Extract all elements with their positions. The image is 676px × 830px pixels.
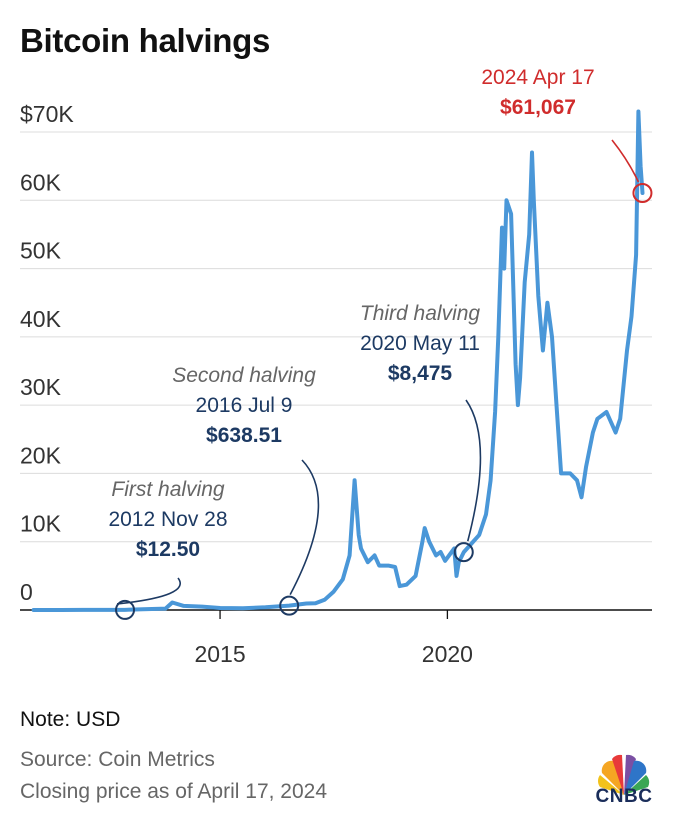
annotation-label: Third halving xyxy=(360,302,481,325)
annotation-price: $638.51 xyxy=(206,424,282,447)
annotation-price: $8,475 xyxy=(388,362,453,385)
annotation-3: 2024 Apr 17 $61,067 xyxy=(481,66,653,203)
annotation-2: Third halving 2020 May 11 $8,475 xyxy=(360,302,482,563)
x-tick-label: 2020 xyxy=(422,641,473,667)
closing-price-note: Closing price as of April 17, 2024 xyxy=(20,780,328,803)
annotation-leader-line xyxy=(289,459,320,596)
bitcoin-price-chart: 0 10K 20K 30K 40K 50K 60K $70K 2015 2020 First h… xyxy=(20,66,653,667)
annotation-date: 2012 Nov 28 xyxy=(108,508,227,531)
y-axis-ticks: 0 10K 20K 30K 40K 50K 60K $70K xyxy=(20,101,74,605)
y-tick-label: 40K xyxy=(20,306,62,332)
y-tick-label: 0 xyxy=(20,579,33,605)
annotation-leader-line xyxy=(611,139,640,183)
y-tick-label: $70K xyxy=(20,101,74,127)
annotation-leader-line xyxy=(465,399,482,542)
y-tick-label: 50K xyxy=(20,238,62,264)
y-tick-label: 10K xyxy=(20,511,62,537)
gridlines xyxy=(20,131,652,611)
x-axis-ticks: 2015 2020 xyxy=(194,610,473,667)
annotation-label: First halving xyxy=(111,478,225,501)
cnbc-logo-text: CNBC xyxy=(595,786,653,807)
source-text: Source: Coin Metrics xyxy=(20,748,215,771)
price-series xyxy=(31,109,645,612)
chart-title: Bitcoin halvings xyxy=(20,22,271,59)
annotation-price: $61,067 xyxy=(500,96,576,119)
annotation-label: Second halving xyxy=(172,364,316,387)
y-tick-label: 30K xyxy=(20,374,62,400)
y-tick-label: 20K xyxy=(20,442,62,468)
annotation-date: 2024 Apr 17 xyxy=(481,66,594,89)
price-line-0 xyxy=(31,109,645,612)
halving-marker xyxy=(453,542,474,563)
y-tick-label: 60K xyxy=(20,169,62,195)
halving-marker xyxy=(279,595,300,616)
note-text: Note: USD xyxy=(20,708,121,731)
halving-marker xyxy=(115,599,136,620)
annotation-0: First halving 2012 Nov 28 $12.50 xyxy=(108,478,228,620)
peacock-icon xyxy=(598,754,650,795)
halving-marker xyxy=(632,182,653,203)
annotation-date: 2016 Jul 9 xyxy=(196,394,293,417)
annotation-date: 2020 May 11 xyxy=(360,332,480,355)
annotation-1: Second halving 2016 Jul 9 $638.51 xyxy=(172,364,320,616)
x-tick-label: 2015 xyxy=(194,641,245,667)
annotation-price: $12.50 xyxy=(136,538,200,561)
